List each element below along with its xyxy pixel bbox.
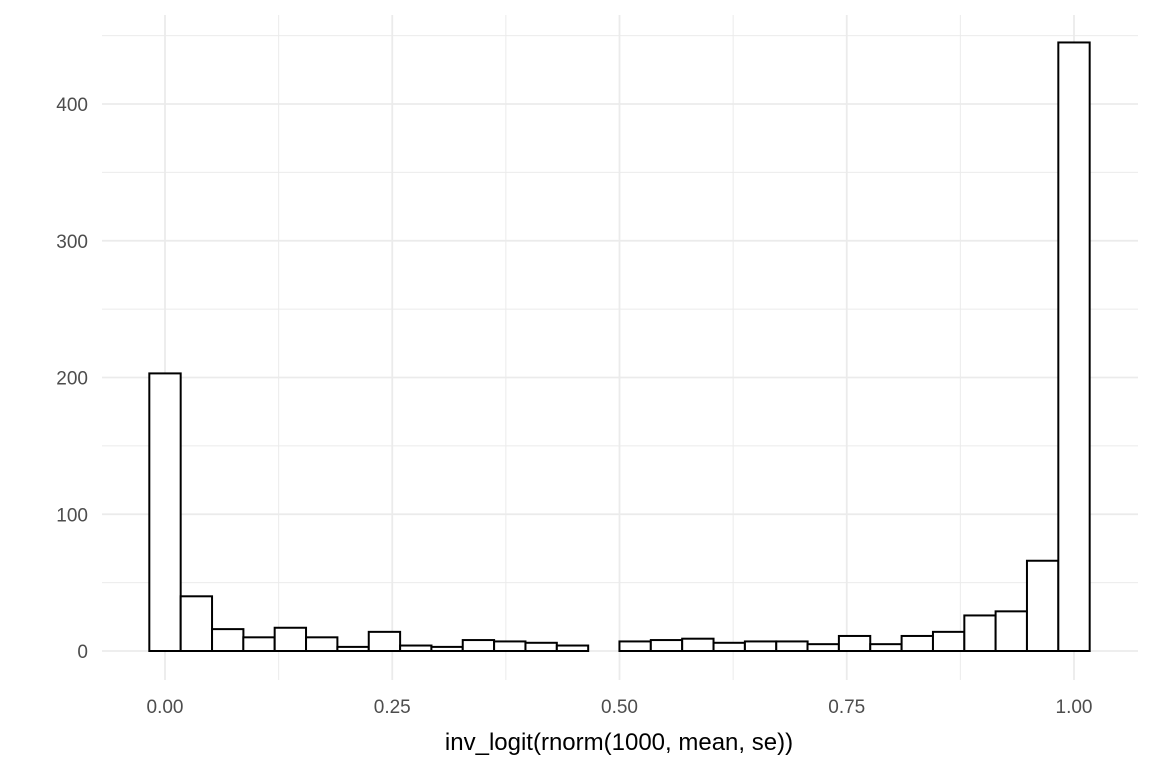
histogram-bar — [994, 610, 1028, 653]
x-axis-tick-labels: 0.00 0.25 0.50 0.75 1.00 — [147, 697, 1093, 718]
y-tick-label: 0 — [77, 642, 88, 663]
x-tick-label: 0.00 — [147, 697, 184, 718]
histogram-bar — [712, 641, 746, 652]
histogram-bar — [430, 645, 464, 653]
y-tick-label: 400 — [56, 95, 88, 116]
histogram-bar — [1057, 41, 1091, 652]
histogram-bar — [367, 630, 402, 652]
y-tick-label: 300 — [56, 232, 88, 253]
major-gridlines — [102, 15, 1138, 680]
histogram-bar — [399, 644, 433, 653]
histogram-bar — [775, 640, 809, 652]
x-tick-label: 0.25 — [374, 697, 411, 718]
histogram-bar — [931, 630, 966, 652]
histogram-bar — [837, 634, 872, 653]
histogram-bar — [900, 634, 934, 653]
histogram-bar — [806, 643, 840, 652]
histogram-bar — [524, 641, 558, 652]
histogram-bar — [148, 372, 182, 652]
histogram-bar — [305, 636, 339, 653]
histogram-bar — [869, 643, 903, 652]
y-tick-label: 100 — [56, 505, 88, 526]
histogram-bar — [179, 595, 214, 652]
x-tick-label: 0.50 — [601, 697, 638, 718]
histogram-bar — [681, 637, 715, 653]
y-axis-tick-labels: 0 100 200 300 400 — [56, 95, 88, 663]
y-tick-label: 200 — [56, 369, 88, 390]
histogram-bar — [555, 644, 590, 653]
x-axis-title: inv_logit(rnorm(1000, mean, se)) — [445, 729, 793, 756]
histogram-bars — [148, 41, 1091, 653]
histogram-bar — [743, 640, 778, 652]
histogram-bar — [336, 645, 370, 653]
histogram-bar — [493, 640, 527, 652]
x-tick-label: 0.75 — [828, 697, 865, 718]
x-tick-label: 1.00 — [1056, 697, 1093, 718]
histogram-bar — [242, 636, 276, 653]
histogram-bar — [1025, 559, 1060, 652]
histogram-bar — [649, 639, 684, 652]
histogram-bar — [461, 639, 496, 652]
histogram-bar — [273, 626, 308, 653]
histogram-bar — [211, 628, 245, 652]
histogram-bar — [618, 640, 652, 652]
histogram-bar — [963, 614, 997, 653]
